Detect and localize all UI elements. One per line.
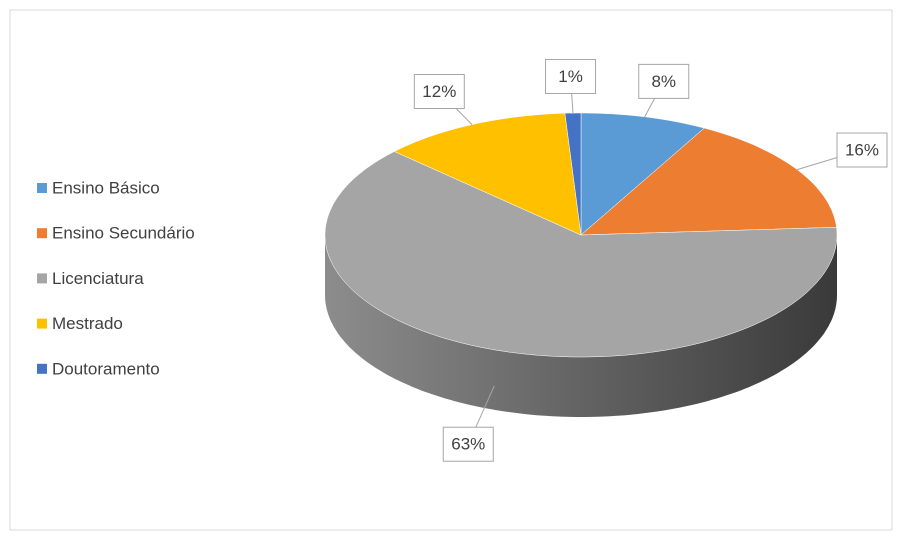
legend-label: Licenciatura	[52, 269, 144, 288]
legend-label: Mestrado	[52, 314, 123, 333]
legend-label: Ensino Secundário	[52, 224, 195, 243]
data-label: 16%	[845, 141, 879, 160]
data-label-box	[413, 73, 465, 109]
legend-label: Doutoramento	[52, 359, 160, 378]
legend-swatch	[37, 318, 47, 329]
side-shade	[325, 235, 837, 417]
legend-swatch	[37, 273, 47, 284]
data-label-box	[836, 132, 888, 168]
legend-swatch	[37, 228, 47, 239]
slice	[564, 112, 582, 236]
data-label: 8%	[651, 72, 676, 91]
slice	[324, 151, 838, 358]
data-label-box	[638, 63, 690, 99]
data-label-box	[442, 426, 494, 462]
legend-swatch	[37, 363, 47, 374]
legend-label: Ensino Básico	[52, 178, 160, 197]
legend-swatch	[37, 183, 47, 193]
data-label-box	[545, 58, 597, 94]
data-label: 63%	[451, 435, 485, 454]
data-label: 1%	[558, 67, 583, 86]
data-label: 12%	[422, 82, 456, 101]
